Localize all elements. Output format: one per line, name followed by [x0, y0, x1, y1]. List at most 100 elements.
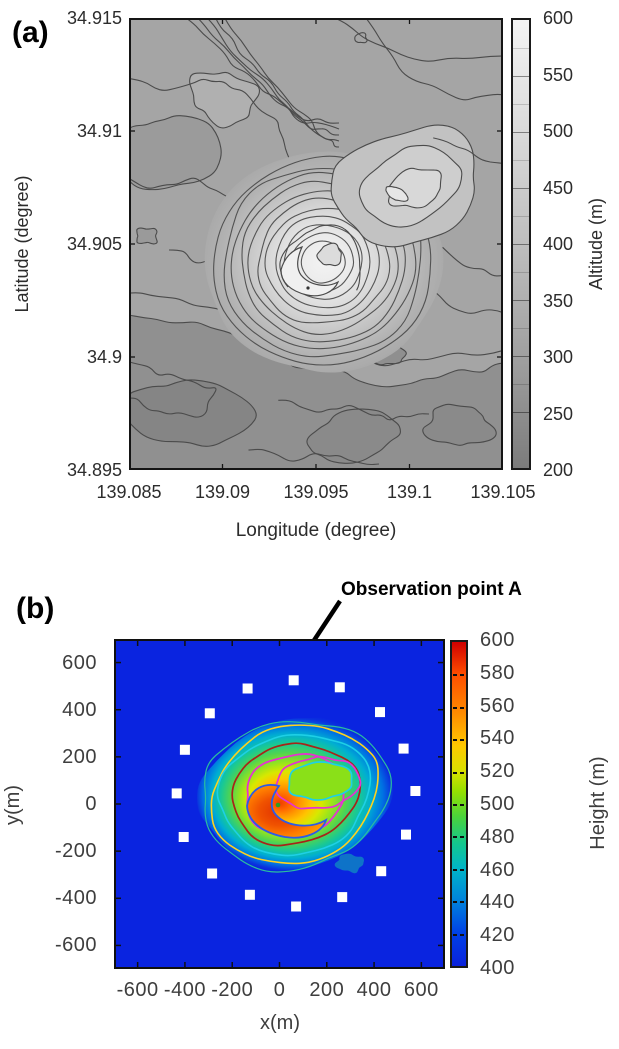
panel-a-tag: (a) — [12, 16, 49, 49]
colorbar-minor-line — [513, 272, 529, 273]
b-y-tick-label: 600 — [62, 651, 97, 674]
terrain-contour-line — [129, 361, 217, 418]
secondary-hill-contours — [330, 32, 475, 248]
b-y-tick-label: 400 — [62, 698, 97, 721]
terrain-contour-line — [333, 18, 503, 62]
mound-south-bump — [334, 853, 364, 874]
colorbar-tick-dash — [453, 706, 457, 709]
terrain-contour-line — [129, 78, 290, 159]
colorbar-tick-dash — [460, 901, 464, 904]
colorbar-tick-dash — [453, 836, 457, 839]
b-colorbar-tick-label: 400 — [480, 957, 515, 979]
b-colorbar-tick-label: 540 — [480, 727, 515, 750]
colorbar-minor-line — [513, 328, 529, 329]
colorbar-tick-dash — [460, 836, 464, 839]
b-colorbar-tick-label: 520 — [480, 760, 515, 783]
panel-b-plot-border — [114, 639, 445, 969]
colorbar-segment-line — [513, 132, 529, 133]
colorbar-segment-line — [513, 244, 529, 245]
ridge-contour-lines — [185, 18, 503, 165]
summit-crescent-core — [246, 784, 328, 839]
panel-a-x-axis-label: Longitude (degree) — [235, 520, 397, 541]
observation-point-marker — [291, 901, 302, 912]
a-colorbar-tick-label: 450 — [543, 177, 574, 198]
b-colorbar-tick-label: 580 — [480, 661, 515, 684]
colorbar-segment-line — [513, 412, 529, 413]
colorbar-tick-dash — [460, 706, 464, 709]
colorbar-segment-line — [513, 300, 529, 301]
b-colorbar-tick-label: 480 — [480, 825, 515, 848]
terrain-contour-line — [442, 246, 503, 277]
colorbar-tick-dash — [453, 933, 457, 936]
colorbar-segment-line — [513, 188, 529, 189]
observation-point-marker — [288, 675, 299, 686]
a-x-tick-label: 139.105 — [470, 482, 536, 502]
colorbar-segment-line — [513, 76, 529, 77]
colorbar-minor-line — [513, 104, 529, 105]
colorbar-tick-dash — [460, 933, 464, 936]
colorbar-tick-dash — [453, 804, 457, 806]
observation-point-marker — [204, 708, 215, 719]
observation-point-marker — [376, 866, 387, 877]
crater-depression-patch — [288, 761, 353, 801]
colorbar-segment-line — [513, 356, 529, 357]
observation-point-marker — [207, 868, 218, 879]
colorbar-minor-line — [513, 160, 529, 161]
observation-point-marker — [171, 788, 182, 799]
panel-a-colorbar — [511, 18, 531, 470]
b-colorbar-tick-label: 460 — [480, 858, 515, 881]
terrain-blob — [136, 227, 158, 245]
b-x-tick-label: -400 — [163, 979, 206, 1001]
terrain-contour-line — [248, 448, 380, 466]
b-x-tick-label: -600 — [116, 979, 159, 1001]
terrain-contour-line — [433, 137, 503, 165]
colorbar-tick-dash — [453, 771, 457, 774]
panel-b-x-axis-label: x(m) — [260, 1012, 300, 1034]
observation-point-marker — [401, 829, 411, 840]
colorbar-minor-line — [513, 384, 529, 385]
panel-a-y-axis-label: Latitude (degree) — [12, 175, 32, 313]
colorbar-tick-dash — [453, 868, 457, 871]
a-x-tick-label: 139.095 — [283, 482, 349, 502]
a-colorbar-tick-label: 350 — [543, 290, 574, 311]
panel-b-colorbar-label: Height (m) — [587, 756, 609, 850]
b-x-tick-label: 600 — [403, 979, 439, 1001]
crater-cone-ring — [316, 242, 342, 267]
colorbar-tick-dash — [453, 674, 457, 677]
terrain-blob — [306, 408, 401, 464]
a-colorbar-tick-label: 500 — [543, 121, 574, 141]
b-colorbar-tick-label: 420 — [480, 924, 515, 947]
summit-crater-contours — [279, 224, 361, 297]
observation-point-marker — [242, 683, 253, 694]
b-colorbar-tick-label: 500 — [480, 793, 515, 815]
b-y-tick-label: -200 — [54, 840, 97, 863]
summit-contour-ring — [275, 215, 371, 309]
a-colorbar-tick-label: 200 — [543, 460, 574, 480]
ridge-line — [185, 18, 340, 124]
a-colorbar-tick-label: 300 — [543, 347, 574, 367]
a-colorbar-tick-label: 400 — [543, 234, 574, 254]
observation-point-marker — [244, 889, 255, 900]
b-colorbar-tick-label: 440 — [480, 891, 515, 914]
observation-point-marker — [410, 786, 421, 796]
height-contour-ring — [231, 742, 362, 847]
small-contour-ring — [354, 32, 368, 44]
a-x-tick-label: 139.085 — [96, 482, 162, 502]
a-colorbar-tick-label: 600 — [543, 8, 574, 28]
panel-b-height-map — [114, 639, 445, 969]
b-colorbar-tick-label: 560 — [480, 694, 515, 717]
summit-crescent-contour — [280, 246, 340, 297]
colorbar-tick-dash — [460, 771, 464, 774]
b-y-tick-label: -600 — [54, 934, 97, 957]
terrain-blob — [129, 115, 222, 191]
peak-marker-dot — [275, 802, 281, 808]
a-colorbar-tick-label: 250 — [543, 403, 574, 424]
terrain-blob — [422, 403, 497, 446]
terrain-blob — [189, 71, 261, 129]
observation-point-marker — [179, 744, 190, 755]
a-colorbar-tick-label: 550 — [543, 64, 574, 85]
colorbar-tick-dash — [460, 674, 464, 677]
height-contour-ring — [204, 721, 392, 873]
observation-point-marker — [178, 832, 189, 842]
panel-a-contour-map — [129, 18, 503, 470]
